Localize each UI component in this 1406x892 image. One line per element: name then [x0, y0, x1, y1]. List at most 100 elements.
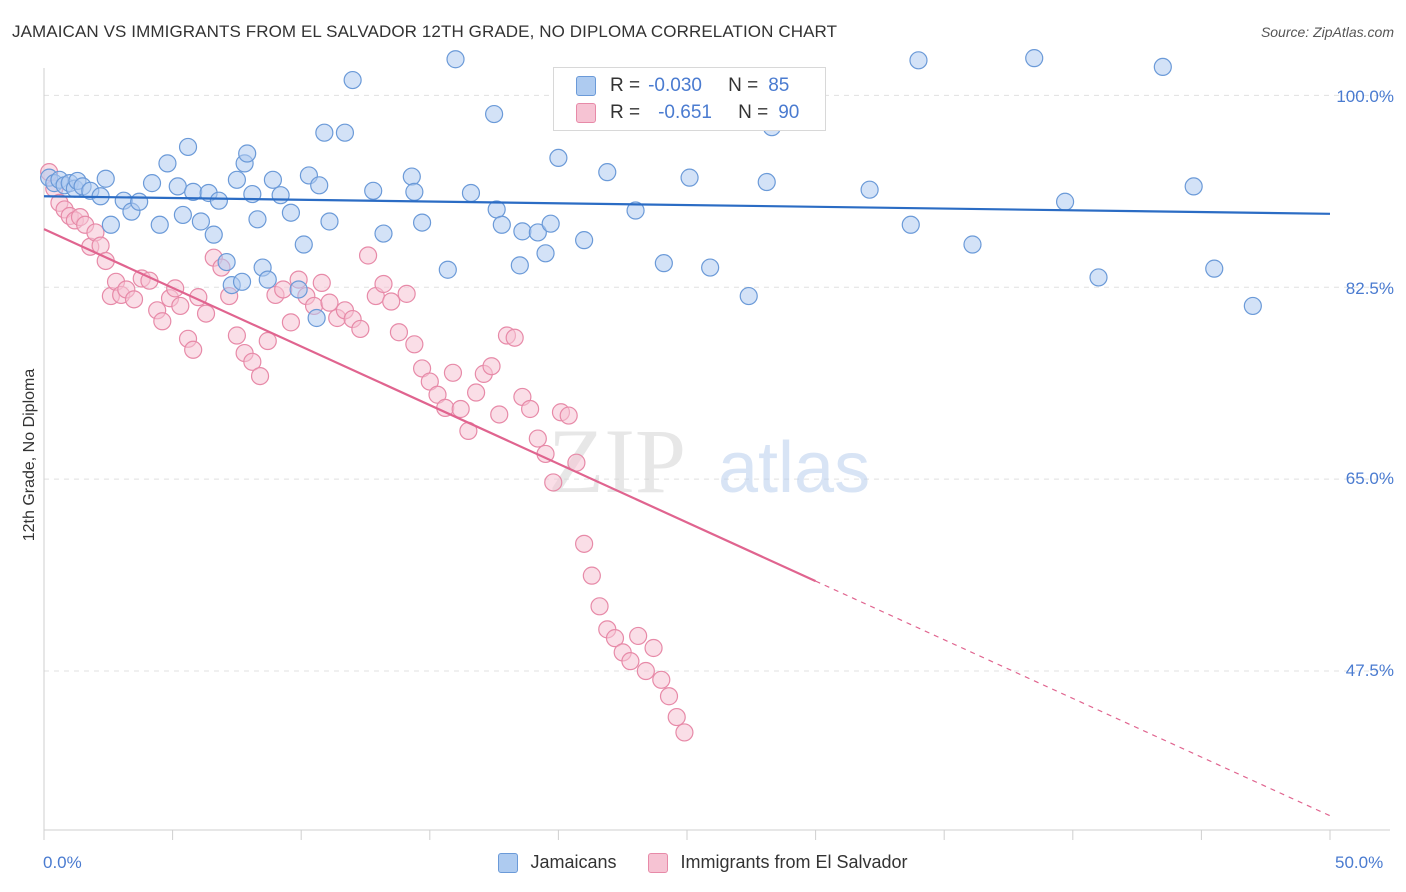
- jamaicans-point-59: [510, 256, 529, 275]
- jamaicans-point-29: [232, 272, 252, 291]
- x-tick-label-min: 0.0%: [43, 853, 82, 872]
- jamaicans-point-44: [315, 123, 334, 142]
- x-tick-label-max: 50.0%: [1335, 853, 1384, 872]
- jamaicans-point-16: [150, 215, 169, 234]
- jamaicans-point-24: [204, 225, 223, 244]
- immigrants-point-34: [250, 366, 270, 386]
- y-tick-label-100: 100.0%: [1336, 87, 1394, 106]
- axes: [43, 68, 1390, 840]
- jamaicans-point-66: [598, 163, 617, 182]
- immigrants-point-87: [659, 687, 679, 706]
- immigrants-point-83: [629, 626, 648, 646]
- series-immigrants-points: [40, 163, 694, 742]
- jamaicans-point-56: [485, 104, 504, 124]
- jamaicans-point-63: [541, 214, 560, 233]
- jamaicans-trend-line: [43, 195, 1331, 215]
- immigrants-point-50: [374, 274, 393, 294]
- jamaicans-point-31: [238, 144, 257, 163]
- legend-item-jamaicans[interactable]: Jamaicans: [498, 852, 616, 873]
- jamaicans-point-51: [405, 182, 424, 201]
- immigrants-point-52: [389, 323, 409, 342]
- jamaicans-point-47: [343, 70, 362, 90]
- jamaicans-point-10: [96, 169, 115, 188]
- immigrants-point-33: [243, 352, 262, 371]
- immigrants-point-70: [528, 429, 547, 448]
- legend-n-label: N =: [738, 102, 769, 123]
- legend-swatch-blue: [498, 852, 519, 873]
- immigrants-point-69: [521, 399, 540, 419]
- immigrants-point-85: [644, 638, 663, 658]
- immigrants-trend-extension: [815, 580, 1331, 817]
- immigrants-point-78: [590, 597, 609, 616]
- legend-label-jamaicans: Jamaicans: [530, 852, 617, 872]
- immigrants-point-42: [312, 273, 331, 292]
- jamaicans-point-70: [701, 258, 720, 277]
- jamaicans-point-14: [130, 192, 149, 211]
- jamaicans-point-45: [320, 212, 339, 231]
- legend-swatch-pink: [576, 103, 596, 123]
- series-jamaicans-points: [40, 49, 1262, 328]
- jamaicans-point-36: [263, 170, 283, 189]
- legend-row-immigrants: R = -0.651 N = 90: [576, 100, 799, 126]
- jamaicans-point-64: [549, 148, 568, 168]
- jamaicans-point-80: [1089, 268, 1108, 287]
- immigrants-point-43: [320, 293, 339, 312]
- jamaicans-point-62: [536, 244, 555, 263]
- legend-n-label: N =: [728, 75, 759, 96]
- jamaicans-point-28: [227, 170, 246, 189]
- trend-lines: [43, 195, 1331, 817]
- jamaicans-point-49: [374, 224, 393, 243]
- y-tick-label-82-5: 82.5%: [1345, 279, 1394, 298]
- series-legend: Jamaicans Immigrants from El Salvador: [0, 852, 1406, 873]
- legend-n-value: 90: [778, 102, 800, 123]
- immigrants-point-54: [405, 335, 424, 354]
- legend-label-immigrants: Immigrants from El Salvador: [680, 852, 908, 872]
- jamaicans-point-74: [860, 180, 879, 199]
- jamaicans-point-75: [901, 215, 920, 234]
- jamaicans-point-37: [271, 186, 290, 205]
- legend-row-jamaicans: R = -0.030 N = 85: [576, 73, 789, 99]
- legend-r-label: R =: [610, 75, 641, 96]
- immigrants-point-51: [382, 292, 401, 311]
- immigrants-point-74: [559, 406, 578, 425]
- jamaicans-point-19: [173, 205, 192, 225]
- jamaicans-point-82: [1184, 177, 1203, 196]
- jamaicans-point-69: [680, 168, 699, 187]
- immigrants-point-76: [575, 534, 594, 553]
- immigrants-point-38: [281, 313, 301, 332]
- legend-item-immigrants[interactable]: Immigrants from El Salvador: [648, 852, 908, 873]
- jamaicans-point-25: [209, 191, 228, 210]
- immigrants-point-27: [196, 304, 216, 323]
- legend-r-value: -0.651: [658, 102, 712, 123]
- watermark: ZIP atlas: [548, 410, 870, 512]
- jamaicans-point-40: [294, 235, 313, 254]
- immigrants-point-25: [184, 340, 203, 359]
- jamaicans-point-18: [168, 177, 187, 196]
- jamaicans-point-81: [1153, 57, 1172, 77]
- jamaicans-point-53: [438, 260, 457, 279]
- jamaicans-point-55: [461, 183, 481, 203]
- immigrants-point-65: [490, 405, 509, 424]
- immigrants-point-59: [443, 363, 463, 382]
- jamaicans-point-17: [158, 154, 177, 173]
- immigrants-point-89: [675, 723, 694, 742]
- jamaicans-point-43: [310, 176, 329, 195]
- immigrants-point-88: [667, 707, 686, 727]
- jamaicans-point-38: [281, 203, 301, 222]
- immigrants-point-20: [153, 312, 172, 331]
- immigrants-point-80: [605, 629, 625, 648]
- immigrants-point-16: [124, 290, 144, 309]
- jamaicans-point-79: [1055, 192, 1075, 211]
- jamaicans-point-39: [289, 280, 308, 299]
- chart-title: JAMAICAN VS IMMIGRANTS FROM EL SALVADOR …: [12, 22, 838, 41]
- immigrants-point-60: [451, 399, 470, 419]
- immigrants-point-37: [274, 280, 293, 299]
- jamaicans-point-11: [101, 215, 120, 234]
- stats-legend: R = -0.030 N = 85 R = -0.651 N = 90: [553, 67, 826, 131]
- immigrants-point-62: [466, 383, 486, 402]
- y-tick-label-47-5: 47.5%: [1345, 661, 1394, 680]
- immigrants-trend-line: [43, 228, 817, 583]
- jamaicans-point-35: [258, 270, 277, 289]
- jamaicans-point-48: [364, 181, 383, 200]
